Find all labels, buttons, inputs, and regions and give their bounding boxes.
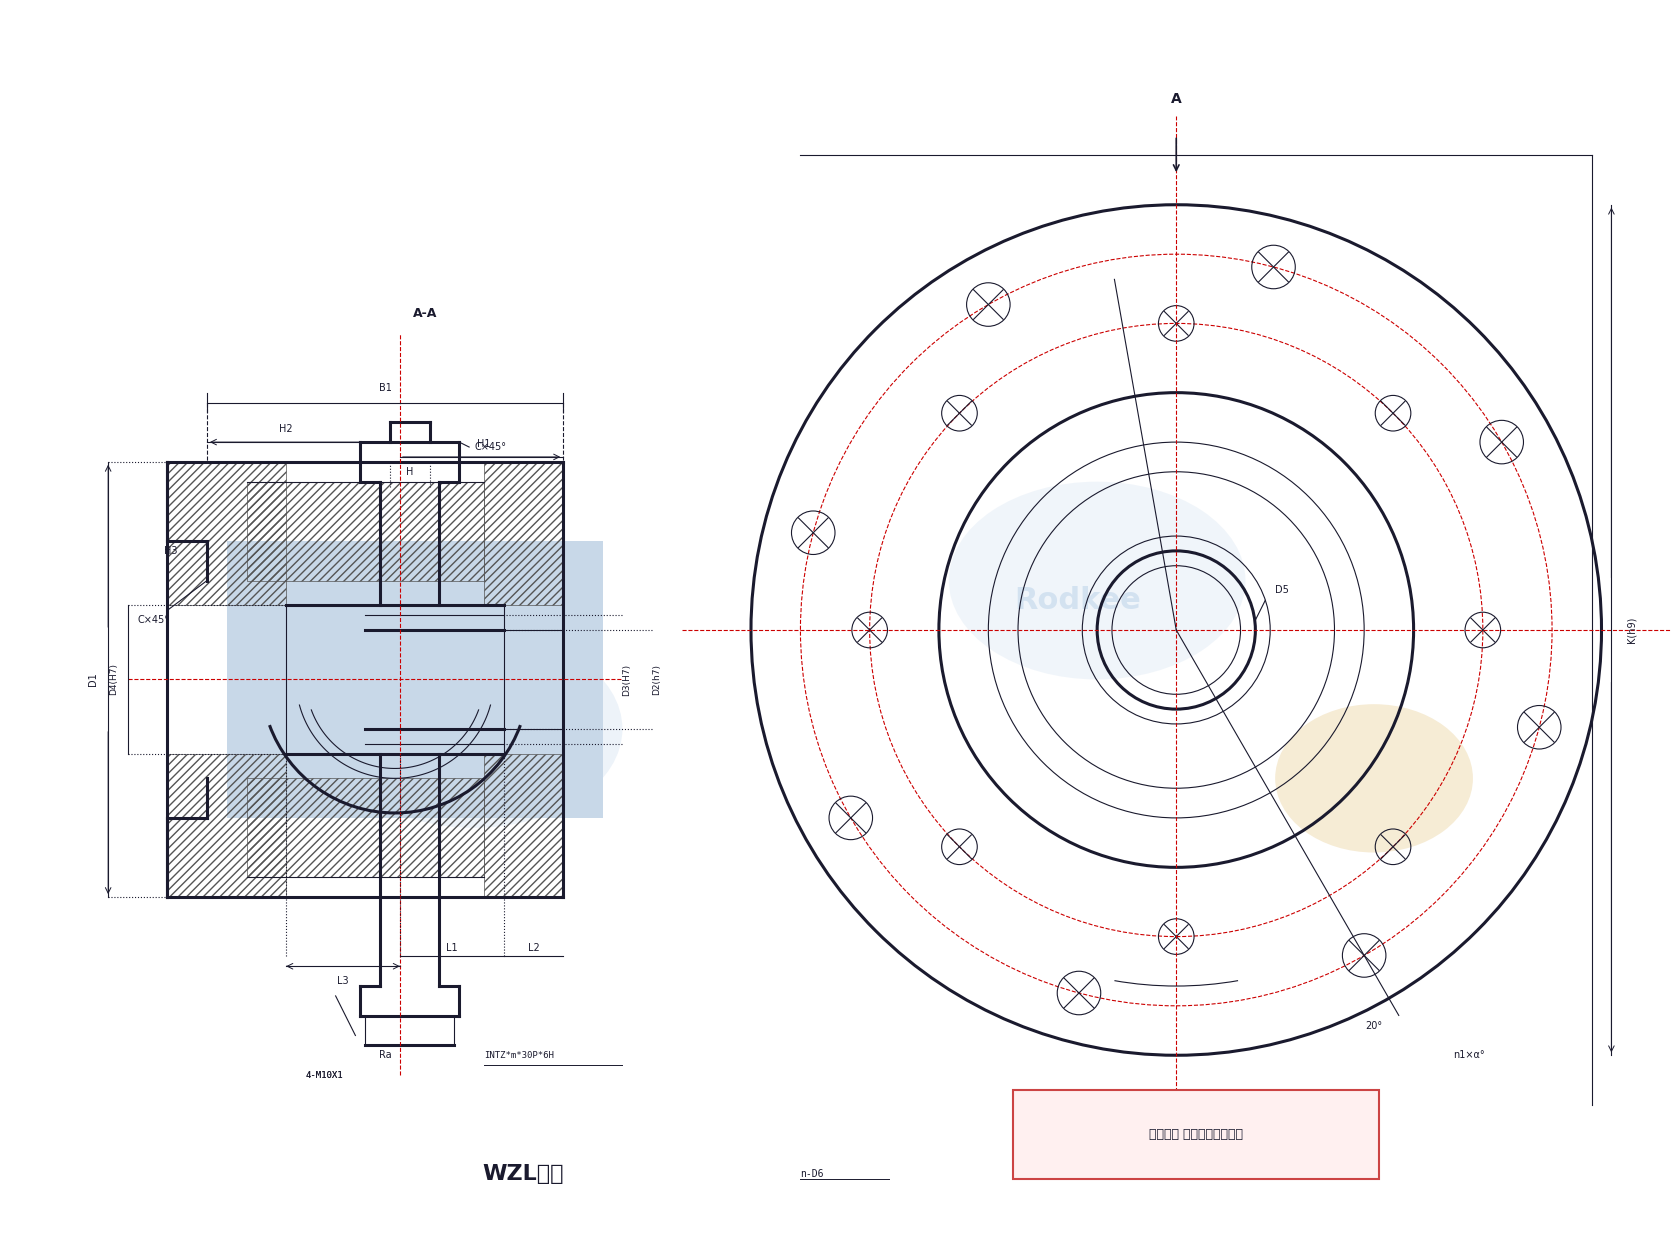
Text: Rodkee: Rodkee <box>1015 586 1141 615</box>
FancyBboxPatch shape <box>1013 1090 1379 1179</box>
Text: H1: H1 <box>477 438 491 449</box>
Text: WZL系列: WZL系列 <box>482 1164 564 1184</box>
Ellipse shape <box>949 481 1245 679</box>
Text: INTZ*m*30P*6H: INTZ*m*30P*6H <box>484 1051 554 1060</box>
Text: H: H <box>407 466 413 476</box>
Text: n-D6: n-D6 <box>800 1169 823 1179</box>
Text: 4-M10X1: 4-M10X1 <box>306 1071 344 1080</box>
Ellipse shape <box>326 630 622 828</box>
Bar <box>168 462 286 605</box>
Text: 20°: 20° <box>1366 1021 1383 1031</box>
Text: C×45°: C×45° <box>138 615 170 625</box>
Text: D4(H7): D4(H7) <box>109 664 118 696</box>
Text: H2: H2 <box>279 425 292 435</box>
Text: 版权所有 侵权必被严厉追究: 版权所有 侵权必被严厉追究 <box>1149 1128 1243 1140</box>
Ellipse shape <box>1275 704 1473 853</box>
Text: L1: L1 <box>445 944 457 954</box>
Text: Ra: Ra <box>378 1051 391 1060</box>
Text: D2(h7): D2(h7) <box>652 664 662 696</box>
Text: K(h9): K(h9) <box>1626 617 1636 643</box>
Bar <box>247 779 484 877</box>
Text: A: A <box>1309 1144 1320 1158</box>
Text: D1: D1 <box>89 673 97 687</box>
Text: H3: H3 <box>165 546 178 556</box>
FancyBboxPatch shape <box>227 541 603 818</box>
Text: n1×α°: n1×α° <box>1453 1051 1485 1060</box>
Text: B1: B1 <box>378 383 391 393</box>
Bar <box>247 481 484 581</box>
Bar <box>168 753 286 897</box>
Text: 30°: 30° <box>1218 1119 1235 1129</box>
Text: 4-M10X1: 4-M10X1 <box>306 1071 344 1080</box>
Text: L2: L2 <box>528 944 539 954</box>
Text: D5: D5 <box>1275 586 1289 596</box>
Text: A: A <box>1171 92 1181 106</box>
Text: D3(H7): D3(H7) <box>622 663 632 696</box>
Text: L3: L3 <box>338 976 349 987</box>
Bar <box>484 753 563 897</box>
Text: A-A: A-A <box>413 307 437 320</box>
Bar <box>484 462 563 605</box>
Text: C×45°: C×45° <box>474 442 506 452</box>
